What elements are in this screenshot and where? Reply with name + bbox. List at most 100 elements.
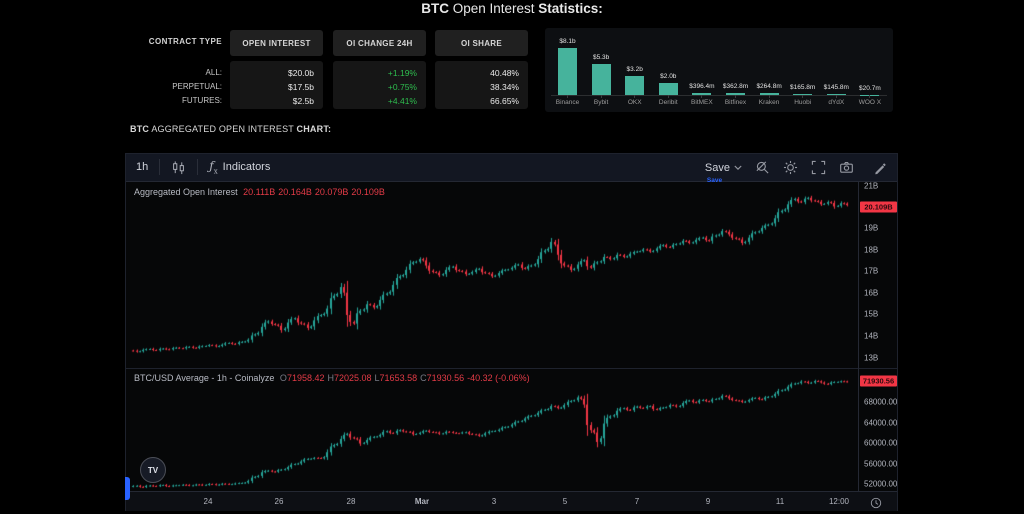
ohlc-prefix: O [279,373,287,383]
tradingview-chart-widget: 1h ƒx Indicators Save Save [125,153,898,511]
bar-chart-baseline [551,95,887,96]
price-scale[interactable]: 21B 19B 18B 17B 16B 15B 14B 13B 68000.00 64000.0… [858,182,897,491]
bar-value-label: $20.7m [859,84,881,92]
ohlc-prefix: C [420,373,427,383]
object-tree-pill[interactable] [125,477,130,500]
page-title-btc: BTC [421,1,449,16]
ohlc-value: 71653.58 [379,373,418,383]
time-axis-label: 9 [705,497,711,506]
pencil-icon[interactable] [873,161,887,175]
bar-category-label: Deribit [658,99,678,106]
bar-axis-tick [768,95,770,98]
camera-icon[interactable] [839,160,854,175]
search-icon[interactable] [755,160,770,175]
bar-category-label: WOO X [858,99,882,106]
price-ohlc-values: O71958.42 H72025.08 L71653.58 C71930.56 -40.… [280,373,533,383]
time-axis-label: 28 [346,497,356,506]
bar-category-label: Binance [555,99,580,106]
stat-value: +4.41% [387,96,417,106]
bar-category-label: Bitfinex [724,99,747,106]
bar [726,92,745,95]
bar-value-label: $362.8m [722,82,749,90]
clock-icon[interactable] [870,496,882,514]
stat-value: 66.65% [490,96,519,106]
time-scale[interactable]: 24 26 28 Mar 3 5 7 9 11 12:00 [126,491,897,511]
contract-type-header: CONTRACT TYPE [148,37,222,46]
page-title: BTC Open Interest Statistics: [421,1,603,16]
tradingview-logo[interactable]: TV [140,457,166,483]
candles-style-icon[interactable] [171,160,186,175]
price-candles-canvas[interactable] [126,369,858,491]
bar-category-label: BitMEX [691,99,713,106]
oi-legend-title: Aggregated Open Interest [134,187,238,197]
interval-button[interactable]: 1h [136,161,149,174]
chart-toolbar: 1h ƒx Indicators Save Save [126,154,897,184]
bar-axis-tick [567,95,568,98]
fullscreen-icon[interactable] [811,160,826,175]
contract-type-row-label: FUTURES: [182,96,222,105]
exchange-bar: $20.7m WOO X [853,28,886,112]
time-axis-label: 12:00 [828,497,850,506]
time-axis-label: 3 [491,497,497,506]
bar-value-label: $396.4m [689,82,715,90]
open-interest-values: $20.0b $17.5b $2.5b [230,61,323,109]
stat-value: 38.34% [490,82,519,92]
exchange-bar: $8.1b Binance [551,28,584,112]
save-button[interactable]: Save Save [705,162,742,184]
bar-value-label: $264.8m [756,83,782,91]
price-legend-title: BTC/USD Average - 1h - Coinalyze [134,373,275,383]
price-axis-label: 64000.00 [864,418,898,427]
bar [625,76,645,95]
bar-axis-tick [701,95,703,98]
price-axis-label: 15B [864,309,879,319]
price-axis-label: 16B [864,288,879,298]
exchange-oi-bar-chart: $8.1b Binance $5.3b Bybit $3.2b OKX $2.0b Derib… [545,28,893,112]
bar [860,94,880,95]
bar-axis-tick [600,95,602,98]
bar [591,64,611,95]
gear-icon[interactable] [783,160,798,175]
contract-type-row-label: ALL: [205,68,222,77]
oi-candles-canvas[interactable] [126,182,858,368]
bar-axis-tick [667,95,669,98]
oi-ohlc-value: 20.164B [278,187,312,197]
oi-change-values: +1.19% +0.75% +4.41% [333,61,426,109]
chart-panes: Aggregated Open Interest 20.111B 20.164B 2… [126,182,897,491]
exchange-bar: $5.3b Bybit [585,28,618,112]
time-axis-label: 24 [203,497,213,506]
oi-last-price-badge: 20.109B [860,201,897,213]
time-axis-label: Mar [414,497,430,506]
oi-share-header: OI SHARE [435,30,528,56]
bar-value-label: $165.8m [790,83,816,91]
price-axis-label: 19B [864,223,879,233]
fx-icon: ƒx [209,159,218,176]
price-axis-label: 17B [864,266,879,276]
bar-category-label: OKX [627,99,642,106]
price-axis-label: 14B [864,331,879,341]
exchange-bar: $3.2b OKX [618,28,651,112]
chevron-down-icon [734,165,742,170]
exchange-bar: $362.8m Bitfinex [719,28,752,112]
exchange-bar: $165.8m Huobi [786,28,819,112]
toolbar-divider [197,159,199,176]
exchange-bar: $396.4m BitMEX [685,28,718,112]
bar-axis-tick [735,95,736,98]
bar-value-label: $3.2b [626,66,643,74]
bar-category-label: dYdX [828,99,845,106]
bar [759,93,779,95]
contract-type-row-label: PERPETUAL: [172,82,222,91]
indicators-button[interactable]: ƒx Indicators [209,159,270,175]
oi-share-values: 40.48% 38.34% 66.65% [435,61,528,109]
pane-divider[interactable] [126,368,897,369]
stat-value: $20.0b [288,68,314,78]
bar-axis-tick [869,95,871,98]
price-axis-label: 52000.00 [864,479,898,489]
bar-axis-tick [634,95,636,98]
oi-change-header: OI CHANGE 24H [333,30,426,56]
exchange-bar: $145.8m dYdX [820,28,853,112]
price-axis-label: 68000.00 [864,397,898,407]
stat-value: +0.75% [387,82,417,92]
price-axis-label: 21B [864,181,879,191]
bar [826,93,846,95]
bar-category-label: Bybit [593,99,609,106]
